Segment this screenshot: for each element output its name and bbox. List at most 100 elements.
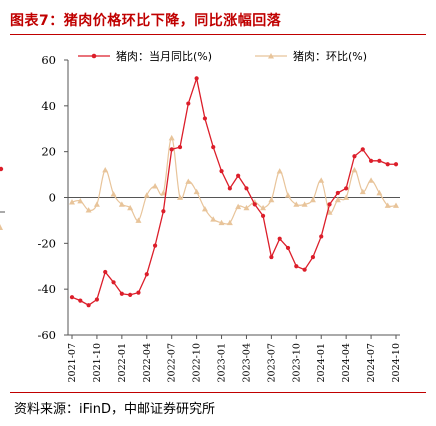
- x-tick-label: 2023-04: [241, 343, 252, 382]
- x-tick-label: 2023-01: [217, 343, 228, 382]
- x-tick-label: 2023-07: [266, 343, 277, 382]
- point-yoy: [136, 290, 141, 295]
- legend-label-mom: 猪肉：环比(%): [293, 50, 367, 63]
- point-yoy: [285, 245, 291, 251]
- point-mom: [102, 167, 109, 173]
- point-mom: [118, 201, 125, 207]
- point-yoy: [310, 254, 316, 260]
- point-mom: [160, 189, 167, 196]
- series-line-mom: [71, 137, 397, 225]
- x-tick-label: 2021-10: [92, 343, 103, 382]
- point-yoy: [385, 162, 390, 167]
- point-yoy: [144, 272, 149, 277]
- x-tick-label: 2022-07: [167, 343, 178, 382]
- x-tick-label: 2022-04: [142, 343, 153, 382]
- legend-marker-mom: [268, 53, 274, 59]
- x-tick-label: 2024-01: [316, 343, 327, 382]
- point-mom: [77, 197, 84, 204]
- point-mom: [285, 192, 291, 198]
- point-mom: [351, 167, 358, 173]
- point-yoy: [177, 144, 183, 150]
- edge-marker-tan: [0, 224, 3, 230]
- point-mom: [384, 202, 391, 208]
- point-yoy: [152, 243, 158, 248]
- point-mom: [185, 178, 192, 184]
- point-yoy: [78, 298, 83, 303]
- point-yoy: [128, 292, 133, 297]
- chart: -60 -40 -20 0 20 40 60 2021-07 2021-10 2022-01 202…: [37, 49, 402, 382]
- series-layer: [69, 75, 399, 308]
- point-yoy: [269, 254, 274, 260]
- point-yoy: [169, 147, 174, 152]
- point-yoy: [294, 264, 299, 269]
- point-mom: [127, 204, 134, 211]
- point-mom: [309, 196, 316, 203]
- point-mom: [193, 188, 200, 195]
- legend-marker-yoy: [91, 53, 97, 59]
- y-tick-label: 0: [49, 191, 56, 205]
- point-mom: [243, 204, 250, 211]
- point-yoy: [202, 116, 208, 121]
- x-tick-label: 2022-10: [192, 343, 203, 382]
- point-mom: [334, 196, 341, 203]
- y-tick-label: -20: [37, 236, 56, 250]
- chart-legend: 猪肉：当月同比(%) 猪肉：环比(%): [78, 49, 367, 63]
- point-mom: [235, 203, 242, 210]
- point-mom: [152, 183, 159, 189]
- point-mom: [260, 204, 267, 211]
- point-yoy: [94, 297, 100, 302]
- point-yoy: [161, 209, 166, 214]
- x-tick-label: 2023-10: [291, 343, 302, 382]
- point-yoy: [186, 101, 191, 106]
- point-yoy: [277, 236, 282, 241]
- point-yoy: [393, 162, 399, 167]
- point-yoy: [252, 202, 257, 207]
- point-yoy: [302, 267, 307, 272]
- point-mom: [276, 168, 283, 174]
- point-yoy: [111, 280, 116, 285]
- point-mom: [218, 219, 225, 226]
- point-yoy: [260, 213, 266, 218]
- legend-label-yoy: 猪肉：当月同比(%): [116, 49, 212, 63]
- y-tick-label: 20: [41, 145, 56, 159]
- point-yoy: [227, 186, 232, 191]
- point-yoy: [86, 303, 91, 308]
- point-mom: [135, 217, 142, 223]
- edge-artifacts: [0, 166, 5, 230]
- point-yoy: [236, 173, 241, 178]
- series-line-yoy: [71, 75, 396, 306]
- x-tick-label: 2024-04: [341, 343, 352, 382]
- point-yoy: [377, 158, 382, 163]
- x-tick-label: 2024-10: [391, 343, 402, 382]
- x-tick-label: 2024-07: [366, 343, 377, 382]
- footer-rule: [10, 392, 426, 393]
- point-mom: [268, 196, 275, 203]
- point-mom: [143, 192, 150, 198]
- y-tick-label: 40: [41, 99, 56, 113]
- point-yoy: [119, 291, 124, 296]
- point-mom: [177, 194, 183, 200]
- y-tick-label: 60: [41, 53, 56, 67]
- point-yoy: [352, 154, 357, 159]
- point-mom: [69, 199, 75, 205]
- point-mom: [326, 209, 333, 215]
- point-mom: [318, 177, 325, 183]
- point-mom: [343, 194, 350, 200]
- point-mom: [293, 201, 300, 207]
- title-rule: [10, 34, 426, 35]
- y-tick-label: -60: [37, 328, 56, 342]
- point-yoy: [211, 144, 216, 150]
- point-mom: [301, 201, 308, 207]
- point-yoy: [335, 190, 340, 196]
- edge-marker-red: [0, 166, 4, 172]
- source-note: 资料来源：iFinD，中邮证券研究所: [14, 402, 216, 417]
- chart-axes: -60 -40 -20 0 20 40 60 2021-07 2021-10 2022-01 202…: [37, 53, 402, 382]
- point-yoy: [327, 202, 332, 207]
- figure-title: 图表7：猪肉价格环比下降，同比涨幅回落: [10, 13, 282, 29]
- point-yoy: [368, 158, 374, 163]
- point-mom: [93, 201, 100, 207]
- point-mom: [210, 216, 217, 222]
- point-mom: [376, 189, 383, 196]
- point-yoy: [69, 295, 75, 300]
- point-mom: [226, 219, 233, 226]
